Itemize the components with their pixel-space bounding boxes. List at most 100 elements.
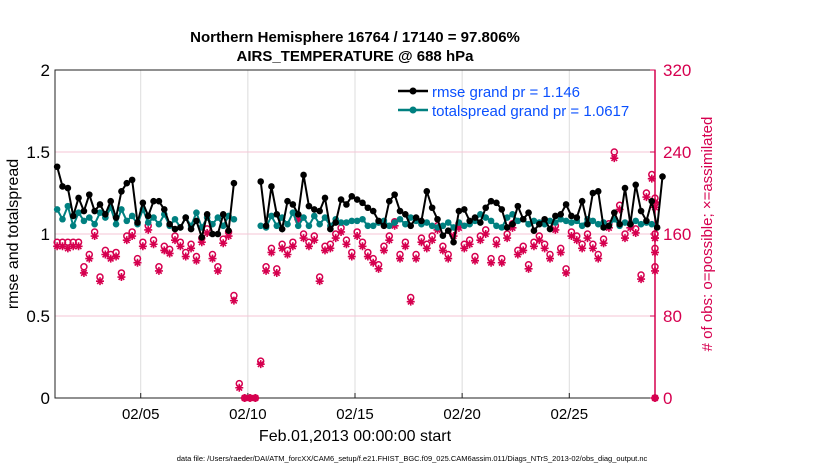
assimilated-marker [229,296,238,305]
y-tick-label-right: 0 [663,389,672,408]
totalspread-point [128,212,136,220]
rmse-point [525,209,532,216]
rmse-point [653,224,661,231]
possible-marker [476,232,485,240]
assimilated-marker [406,297,415,306]
assimilated-marker [476,236,485,245]
assimilated-marker [213,266,222,275]
possible-marker [342,236,351,244]
assimilated-marker [122,236,131,245]
totalspread-point [300,214,307,221]
assimilated-marker [79,268,88,277]
assimilated-marker [471,256,479,265]
possible-marker [289,238,297,246]
rmse-point [369,207,377,215]
possible-marker [428,232,436,240]
y-tick-label-right: 160 [663,225,691,244]
possible-marker [487,254,495,263]
rmse-point [450,238,457,246]
assimilated-marker [171,236,179,245]
rmse-point [643,217,650,225]
assimilated-marker [562,268,571,277]
rmse-point [316,207,323,215]
possible-marker [444,250,452,259]
possible-marker [519,242,527,251]
possible-marker [149,236,158,244]
assimilated-marker [583,234,592,243]
possible-marker [492,236,501,244]
assimilated-marker [572,236,581,245]
totalspread-point [632,217,640,225]
rmse-point [118,188,125,195]
rmse-point [327,225,334,233]
x-tick-label: 02/05 [122,406,160,423]
totalspread-point [460,222,468,230]
assimilated-marker [101,250,110,259]
totalspread-point [578,222,586,230]
possible-marker [358,238,367,246]
assimilated-marker [465,240,474,249]
assimilated-marker [106,254,115,263]
possible-marker [283,246,292,255]
assimilated-marker [588,244,597,253]
totalspread-point [396,215,404,223]
assimilated-marker [112,252,121,261]
assimilated-marker [449,232,458,241]
possible-marker [235,379,244,388]
axis-ticks: 02/05 02/10 02/15 02/20 02/25 0 0.5 1 1.5 2 0 80 160… [26,61,691,423]
possible-marker [192,252,201,261]
data-marks [53,148,666,402]
legend-rmse-marker [409,87,417,95]
assimilated-marker [117,273,126,282]
totalspread-point [648,220,656,228]
assimilated-marker [192,256,201,265]
rmse-point [305,202,313,210]
possible-marker [562,265,570,273]
totalspread-point [337,219,345,226]
rmse-point [396,207,404,215]
assimilated-marker [315,277,324,286]
totalspread-point [91,220,98,228]
rmse-point [493,199,500,207]
y-tick-label-left: 2 [41,61,50,80]
rmse-point [96,201,104,208]
possible-marker [594,250,602,259]
rmse-point [257,178,265,185]
totalspread-point [348,217,356,225]
assimilated-marker [599,239,608,248]
assimilated-marker [176,242,185,251]
assimilated-marker [240,394,249,402]
x-tick-label: 02/10 [229,406,267,423]
rmse-point [535,220,543,228]
rmse-point [166,220,173,228]
possible-marker [230,291,238,300]
assimilated-marker [299,234,308,243]
assimilated-marker [631,228,640,237]
possible-marker [160,242,169,251]
possible-marker [651,263,659,271]
possible-marker [155,263,163,271]
rmse-point [600,224,607,231]
possible-marker [326,240,335,248]
possible-marker [181,248,190,257]
assimilated-marker [454,223,463,232]
y-tick-label-left: 1.5 [26,143,50,162]
rmse-point [203,211,211,218]
rmse-point [375,217,382,225]
rmse-point [546,225,554,233]
possible-marker [299,230,308,238]
rmse-point [632,181,640,189]
rmse-point [193,217,200,225]
y-tick-label-right: 240 [663,143,691,162]
rmse-point [155,197,163,205]
assimilated-marker [642,193,651,202]
assimilated-marker [347,252,356,261]
assimilated-marker [353,232,362,241]
assimilated-marker [267,248,276,257]
possible-marker [348,248,356,257]
legend-rmse-label: rmse grand pr = 1.146 [432,84,580,101]
totalspread-point [364,222,372,230]
rmse-point [107,197,115,205]
assimilated-marker [460,244,469,253]
totalspread-point [369,222,377,230]
